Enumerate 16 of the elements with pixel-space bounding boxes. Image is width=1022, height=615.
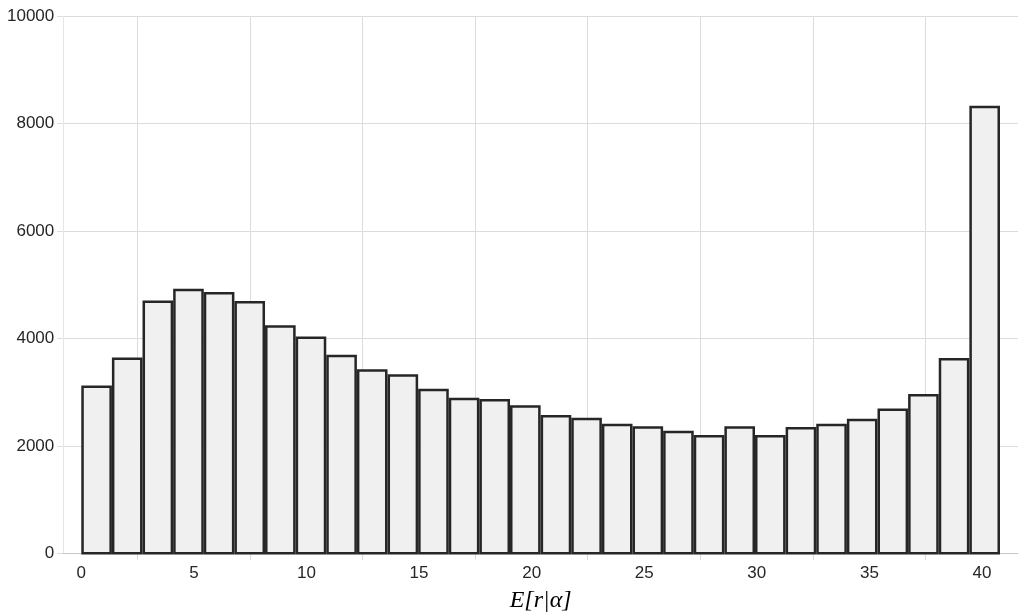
x-tick-label: 15 (409, 562, 429, 582)
x-tick-label: 5 (189, 562, 199, 582)
x-tick-label: 35 (859, 562, 879, 582)
y-tick-label: 6000 (16, 220, 55, 240)
x-tick-label: 25 (634, 562, 654, 582)
y-tick-label: 0 (44, 543, 55, 563)
x-tick-label: 40 (972, 562, 992, 582)
x-tick-label: 0 (76, 562, 87, 582)
x-tick-label: 30 (747, 562, 767, 582)
y-tick-label: 2000 (16, 435, 55, 455)
y-tick-label: 10000 (6, 5, 55, 25)
x-axis-title: E[r|α] (508, 585, 572, 612)
x-tick-label: 20 (522, 562, 542, 582)
x-tick-label: 10 (297, 562, 316, 582)
y-tick-label: 4000 (16, 328, 55, 348)
y-tick-label: 8000 (16, 113, 55, 133)
